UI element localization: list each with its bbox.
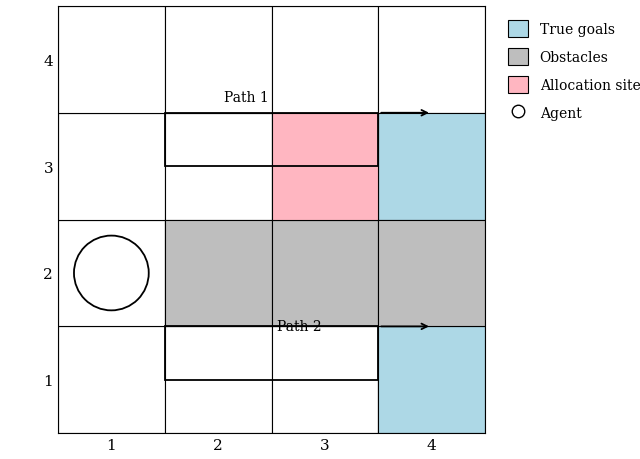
Bar — [271, 113, 378, 220]
Bar — [271, 7, 378, 113]
Bar — [271, 220, 378, 327]
Bar — [271, 327, 378, 433]
Bar — [58, 7, 164, 113]
Bar — [378, 220, 485, 327]
Bar — [378, 113, 485, 220]
Bar — [378, 220, 485, 327]
Circle shape — [74, 236, 148, 311]
Bar — [164, 113, 378, 167]
Bar — [271, 113, 378, 220]
Bar — [164, 220, 271, 327]
Bar — [378, 7, 485, 113]
Bar — [58, 327, 164, 433]
Bar — [378, 113, 485, 220]
Bar — [164, 220, 271, 327]
Bar — [378, 327, 485, 433]
Bar — [58, 220, 164, 327]
Bar — [164, 7, 271, 113]
Bar — [58, 113, 164, 220]
Bar — [378, 327, 485, 433]
Legend: True goals, Obstacles, Allocation sites, Agent: True goals, Obstacles, Allocation sites,… — [500, 14, 640, 129]
Text: Path 1: Path 1 — [223, 90, 268, 105]
Bar — [164, 113, 271, 220]
Bar — [271, 220, 378, 327]
Bar — [164, 327, 378, 380]
Text: Path 2: Path 2 — [277, 319, 321, 334]
Bar — [164, 327, 271, 433]
